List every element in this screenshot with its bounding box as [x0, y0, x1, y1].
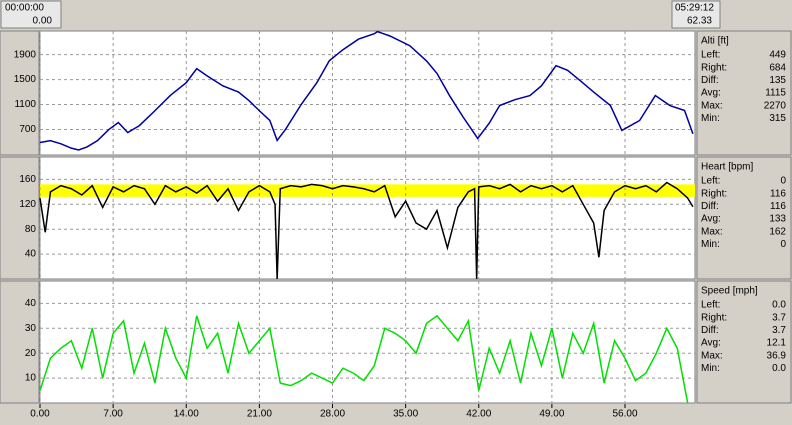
- stat-value: 36.9: [767, 350, 787, 361]
- y-axis-area: [0, 156, 40, 280]
- stat-value: 135: [769, 75, 786, 86]
- stat-label: Max:: [701, 100, 723, 111]
- y-axis-area: [0, 280, 40, 404]
- x-tick-label: 7.00: [103, 409, 123, 420]
- x-tick-label: 35.00: [393, 409, 418, 420]
- stat-value: 0.0: [772, 363, 786, 374]
- stat-label: Min:: [701, 363, 720, 374]
- stat-value: 162: [769, 226, 786, 237]
- legend-entry: Speed [mph]: [701, 286, 758, 297]
- stat-value: 684: [769, 62, 786, 73]
- stat-value: 2270: [764, 100, 787, 111]
- y-tick-label: 1900: [14, 49, 37, 60]
- y-tick-label: 80: [25, 224, 37, 235]
- stat-label: Avg:: [701, 338, 721, 349]
- y-tick-label: 1500: [14, 74, 37, 85]
- stat-label: Min:: [701, 239, 720, 250]
- y-tick-label: 40: [25, 298, 37, 309]
- x-tick-label: 49.00: [539, 409, 564, 420]
- data-line: [39, 181, 694, 280]
- data-line: [39, 30, 694, 151]
- plot-area: [39, 156, 696, 280]
- y-tick-label: 160: [19, 174, 36, 185]
- stat-value: 116: [770, 188, 786, 199]
- stat-value: 0.0: [772, 300, 786, 311]
- y-tick-label: 700: [19, 124, 36, 135]
- x-tick-label: 42.00: [466, 409, 491, 420]
- stat-value: 133: [769, 214, 786, 225]
- stats-panel: [696, 280, 792, 404]
- start-distance: 0.00: [33, 16, 53, 27]
- stat-label: Avg:: [701, 214, 721, 225]
- top-bar: [0, 0, 792, 30]
- stat-value: 3.7: [772, 312, 786, 323]
- stat-value: 3.7: [772, 325, 786, 336]
- stat-value: 0: [780, 176, 786, 187]
- y-axis-area: [0, 30, 40, 156]
- x-tick-label: 21.00: [247, 409, 272, 420]
- stat-value: 449: [769, 50, 786, 61]
- plot-area: [39, 30, 696, 156]
- x-tick-label: 28.00: [320, 409, 345, 420]
- end-distance: 62.33: [687, 16, 712, 27]
- x-tick-label: 0.00: [30, 409, 50, 420]
- stat-label: Diff:: [701, 201, 719, 212]
- end-time: 05:29:12: [675, 3, 714, 14]
- start-time: 00:00:00: [5, 3, 44, 14]
- stats-panel: [696, 30, 792, 156]
- y-tick-label: 20: [25, 348, 37, 359]
- legend-entry: Alti [ft]: [701, 36, 729, 47]
- stat-value: 0: [780, 239, 786, 250]
- stat-label: Left:: [701, 176, 720, 187]
- stat-label: Left:: [701, 300, 720, 311]
- y-tick-label: 40: [25, 249, 37, 260]
- stat-label: Avg:: [701, 88, 721, 99]
- stat-label: Right:: [701, 312, 727, 323]
- stat-value: 1115: [765, 88, 786, 99]
- stats-panel: [696, 156, 792, 280]
- end-box: [671, 0, 721, 29]
- y-tick-label: 1100: [14, 99, 36, 110]
- stat-label: Left:: [701, 50, 720, 61]
- start-box: [0, 0, 62, 29]
- data-line: [39, 314, 689, 404]
- stat-label: Diff:: [701, 325, 719, 336]
- x-tick-label: 14.00: [174, 409, 199, 420]
- legend-entry: Heart [bpm]: [701, 162, 753, 173]
- y-tick-label: 10: [25, 373, 37, 384]
- stat-label: Min:: [701, 113, 720, 124]
- stat-label: Max:: [701, 350, 723, 361]
- plot-area: [39, 280, 696, 404]
- stat-label: Right:: [701, 62, 727, 73]
- x-axis-bar: [0, 404, 792, 425]
- stat-label: Right:: [701, 188, 727, 199]
- stat-label: Diff:: [701, 75, 719, 86]
- stat-label: Max:: [701, 226, 723, 237]
- y-tick-label: 120: [19, 199, 36, 210]
- stat-value: 116: [770, 201, 786, 212]
- y-tick-label: 30: [25, 323, 37, 334]
- stat-value: 315: [769, 113, 786, 124]
- stat-value: 12.1: [767, 338, 787, 349]
- x-tick-label: 56.00: [612, 409, 637, 420]
